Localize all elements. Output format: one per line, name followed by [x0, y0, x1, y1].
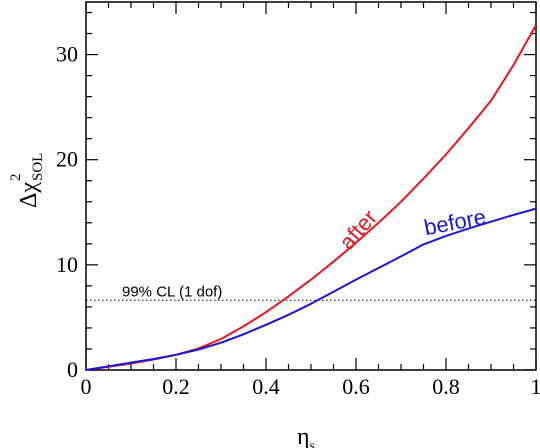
series-line-before	[85, 207, 537, 371]
x-tick-label: 0.6	[342, 374, 370, 399]
series-lines	[85, 24, 537, 371]
x-axis-label-main: η	[297, 424, 310, 448]
x-tick-label: 0.2	[162, 374, 190, 399]
series-line-after	[85, 24, 537, 371]
axis-ticks	[85, 2, 537, 371]
x-axis-label-sub: s	[310, 439, 315, 448]
y-axis-label-main: Δχ	[16, 182, 42, 208]
x-tick-label: 0.8	[432, 374, 460, 399]
y-axis-label-sup: 2	[8, 174, 24, 182]
threshold-label: 99% CL (1 dof)	[122, 283, 222, 300]
series-label-before: before	[422, 204, 488, 240]
x-tick-label: 0	[81, 374, 92, 399]
y-tick-label: 0	[67, 357, 78, 382]
y-axis-label: Δχ 2 SOL	[8, 153, 46, 208]
y-tick-label: 20	[56, 147, 78, 172]
plot-frame	[85, 1, 537, 371]
x-axis-label: ηs	[297, 424, 315, 448]
y-tick-label: 30	[56, 42, 78, 67]
x-tick-label: 0.4	[252, 374, 280, 399]
y-axis-label-sub: SOL	[30, 153, 46, 181]
y-tick-label: 10	[56, 252, 78, 277]
series-label-after: after	[334, 205, 382, 255]
x-tick-label: 1	[531, 374, 540, 399]
